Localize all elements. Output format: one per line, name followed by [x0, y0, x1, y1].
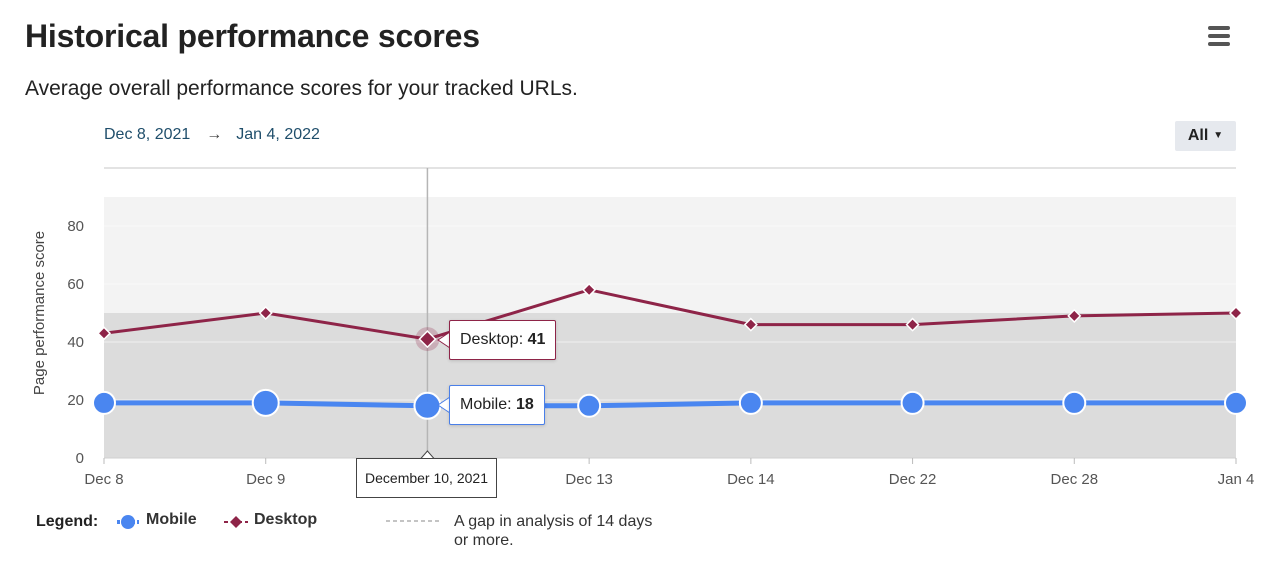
range-end-date[interactable]: Jan 4, 2022: [236, 126, 320, 143]
mobile-point: [1224, 390, 1248, 415]
mobile-point: [1062, 390, 1087, 415]
x-tick-label: Dec 9: [246, 471, 285, 488]
page-subtitle: Average overall performance scores for y…: [25, 77, 578, 100]
desktop-point: [582, 282, 597, 297]
legend-item-desktop[interactable]: Desktop: [254, 511, 318, 528]
chevron-down-icon: ▼: [1213, 130, 1224, 141]
legend-item-mobile[interactable]: Mobile: [146, 511, 197, 528]
date-tooltip: December 10, 2021: [356, 458, 497, 498]
desktop-tooltip: Desktop: 41: [449, 320, 557, 360]
x-tick-label: Dec 22: [889, 471, 937, 488]
y-tick-label: 60: [67, 276, 84, 293]
legend-mobile-icon: [121, 515, 135, 529]
range-arrow-icon: →: [206, 126, 223, 143]
date-range: Dec 8, 2021 → Jan 4, 2022: [104, 126, 320, 144]
x-tick-label: Dec 8: [84, 471, 123, 488]
y-tick-label: 20: [67, 392, 84, 409]
mobile-point: [900, 390, 925, 415]
desktop-tooltip-label: Desktop:: [460, 331, 528, 348]
desktop-tooltip-value: 41: [527, 331, 546, 348]
mobile-point: [738, 390, 763, 415]
desktop-point: [96, 326, 112, 341]
desktop-point: [905, 317, 920, 332]
x-tick-label: Dec 14: [727, 471, 775, 488]
mobile-tooltip: Mobile: 18: [449, 385, 545, 425]
chart-band-1: [104, 197, 1236, 313]
series-line-mobile: [104, 400, 1236, 409]
x-tick-label: Dec 28: [1051, 471, 1099, 488]
series-line-desktop: [103, 288, 1237, 341]
mobile-tooltip-value: 18: [516, 396, 534, 413]
page-title: Historical performance scores: [25, 18, 480, 54]
desktop-point: [1228, 305, 1244, 321]
x-tick-label: Dec 13: [565, 471, 613, 488]
device-filter-label: All: [1187, 127, 1209, 144]
mobile-point: [251, 388, 280, 417]
y-axis-title: Page performance score: [31, 231, 48, 395]
mobile-point: [413, 391, 442, 420]
mobile-tooltip-label: Mobile:: [460, 396, 517, 413]
desktop-point: [1067, 308, 1082, 323]
legend-desktop-icon: [230, 516, 242, 528]
range-start-date[interactable]: Dec 8, 2021: [104, 126, 191, 143]
y-tick-label: 0: [76, 450, 84, 467]
device-filter-dropdown[interactable]: All ▼: [1175, 121, 1236, 151]
desktop-point: [743, 317, 758, 332]
y-tick-label: 80: [67, 218, 84, 235]
legend-gap-note: A gap in analysis of 14 days or more.: [454, 513, 653, 549]
mobile-point: [92, 390, 116, 415]
mobile-point: [577, 393, 602, 418]
y-tick-label: 40: [67, 334, 84, 351]
chart-band-0: [104, 313, 1236, 458]
hamburger-menu-icon[interactable]: [1206, 24, 1234, 50]
legend-title: Legend:: [36, 513, 99, 530]
x-tick-label: Jan 4: [1218, 471, 1255, 488]
desktop-point: [418, 330, 437, 349]
desktop-point: [258, 305, 273, 321]
